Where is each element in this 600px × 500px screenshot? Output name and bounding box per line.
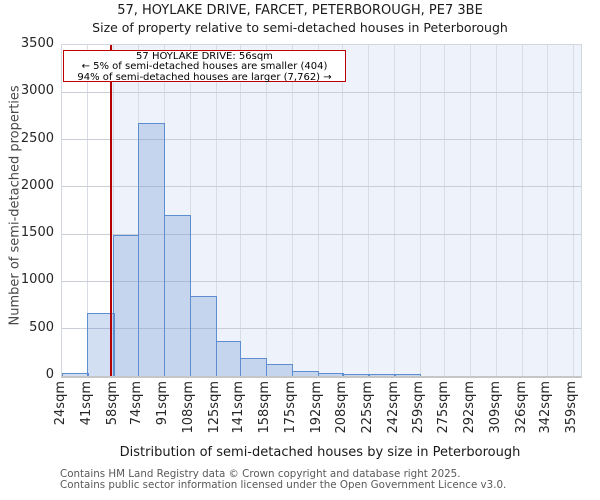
larger-region-shade	[110, 45, 581, 376]
gridline-vertical	[265, 45, 267, 376]
y-tick-label: 1500	[20, 225, 54, 241]
footer-attribution-line1: Contains HM Land Registry data © Crown c…	[60, 468, 461, 480]
gridline-vertical	[546, 45, 548, 376]
y-tick-label: 0	[45, 367, 54, 382]
histogram-bar	[113, 235, 140, 376]
gridline-vertical	[444, 45, 446, 376]
x-tick-label: 58sqm	[104, 381, 120, 426]
gridline-vertical	[522, 45, 524, 376]
gridline-vertical	[470, 45, 472, 376]
x-tick-label: 24sqm	[53, 381, 68, 426]
histogram-bar	[61, 373, 89, 376]
histogram-bar	[317, 373, 344, 376]
x-axis-label: Distribution of semi-detached houses by …	[119, 445, 521, 460]
gridline-vertical	[239, 45, 241, 376]
x-tick-label: 125sqm	[207, 381, 223, 434]
gridline-vertical	[368, 45, 370, 376]
y-tick-label: 2000	[20, 177, 54, 193]
gridline-vertical	[419, 45, 421, 376]
x-tick-label: 108sqm	[181, 381, 197, 434]
chart-subtitle: Size of property relative to semi-detach…	[92, 20, 508, 35]
y-tick-label: 2500	[20, 130, 54, 146]
gridline-vertical	[215, 45, 217, 376]
annotation-larger-line: 94% of semi-detached houses are larger (…	[77, 71, 332, 83]
histogram-bar	[137, 122, 166, 376]
y-tick-label: 1000	[20, 272, 54, 288]
gridline-vertical	[496, 45, 498, 376]
footer-attribution-line2: Contains public sector information licen…	[60, 479, 507, 491]
gridline-vertical	[87, 45, 89, 376]
histogram-bar	[163, 215, 192, 376]
x-tick-label: 242sqm	[385, 381, 401, 434]
histogram-bar	[342, 374, 370, 376]
x-tick-label: 208sqm	[333, 381, 349, 434]
histogram-bar	[239, 358, 268, 376]
histogram-bar	[189, 295, 218, 376]
plot-area	[61, 44, 582, 378]
gridline-vertical	[189, 45, 191, 376]
x-tick-label: 292sqm	[461, 381, 477, 434]
annotation-smaller-line: ← 5% of semi-detached houses are smaller…	[81, 61, 328, 73]
y-tick-label: 500	[29, 319, 54, 335]
x-tick-label: 342sqm	[538, 381, 554, 434]
gridline-horizontal	[62, 186, 581, 188]
histogram-bar	[215, 341, 242, 376]
gridline-horizontal	[62, 91, 581, 93]
gridline-vertical	[113, 45, 115, 376]
annotation-box: 57 HOYLAKE DRIVE: 56sqm ← 5% of semi-det…	[63, 50, 346, 82]
x-tick-label: 259sqm	[411, 381, 427, 434]
gridline-vertical	[342, 45, 344, 376]
gridline-vertical	[572, 45, 574, 376]
x-tick-label: 359sqm	[564, 381, 579, 434]
y-tick-label: 3500	[20, 36, 54, 51]
gridline-horizontal	[62, 233, 581, 235]
histogram-bar	[265, 363, 294, 376]
chart-title: 57, HOYLAKE DRIVE, FARCET, PETERBOROUGH,…	[117, 3, 483, 18]
property-marker-line	[109, 45, 112, 376]
histogram-bar	[368, 374, 396, 376]
x-tick-label: 41sqm	[78, 381, 94, 426]
histogram-bar	[291, 370, 320, 376]
gridline-vertical	[394, 45, 396, 376]
gridline-vertical	[291, 45, 293, 376]
x-tick-label: 175sqm	[283, 381, 299, 434]
gridline-horizontal	[62, 280, 581, 282]
x-tick-label: 91sqm	[155, 381, 171, 426]
x-tick-label: 309sqm	[487, 381, 503, 434]
x-tick-label: 326sqm	[513, 381, 529, 434]
x-tick-label: 158sqm	[257, 381, 273, 434]
x-tick-label: 192sqm	[309, 381, 325, 434]
annotation-property-line: 57 HOYLAKE DRIVE: 56sqm	[136, 51, 273, 62]
x-tick-label: 141sqm	[231, 381, 247, 434]
x-tick-label: 74sqm	[129, 381, 145, 426]
gridline-vertical	[317, 45, 319, 376]
x-tick-label: 225sqm	[359, 381, 375, 434]
x-tick-label: 275sqm	[435, 381, 451, 434]
gridline-horizontal	[62, 139, 581, 141]
y-tick-label: 3000	[20, 83, 54, 99]
histogram-bar	[394, 374, 422, 376]
gridline-horizontal	[62, 328, 581, 330]
